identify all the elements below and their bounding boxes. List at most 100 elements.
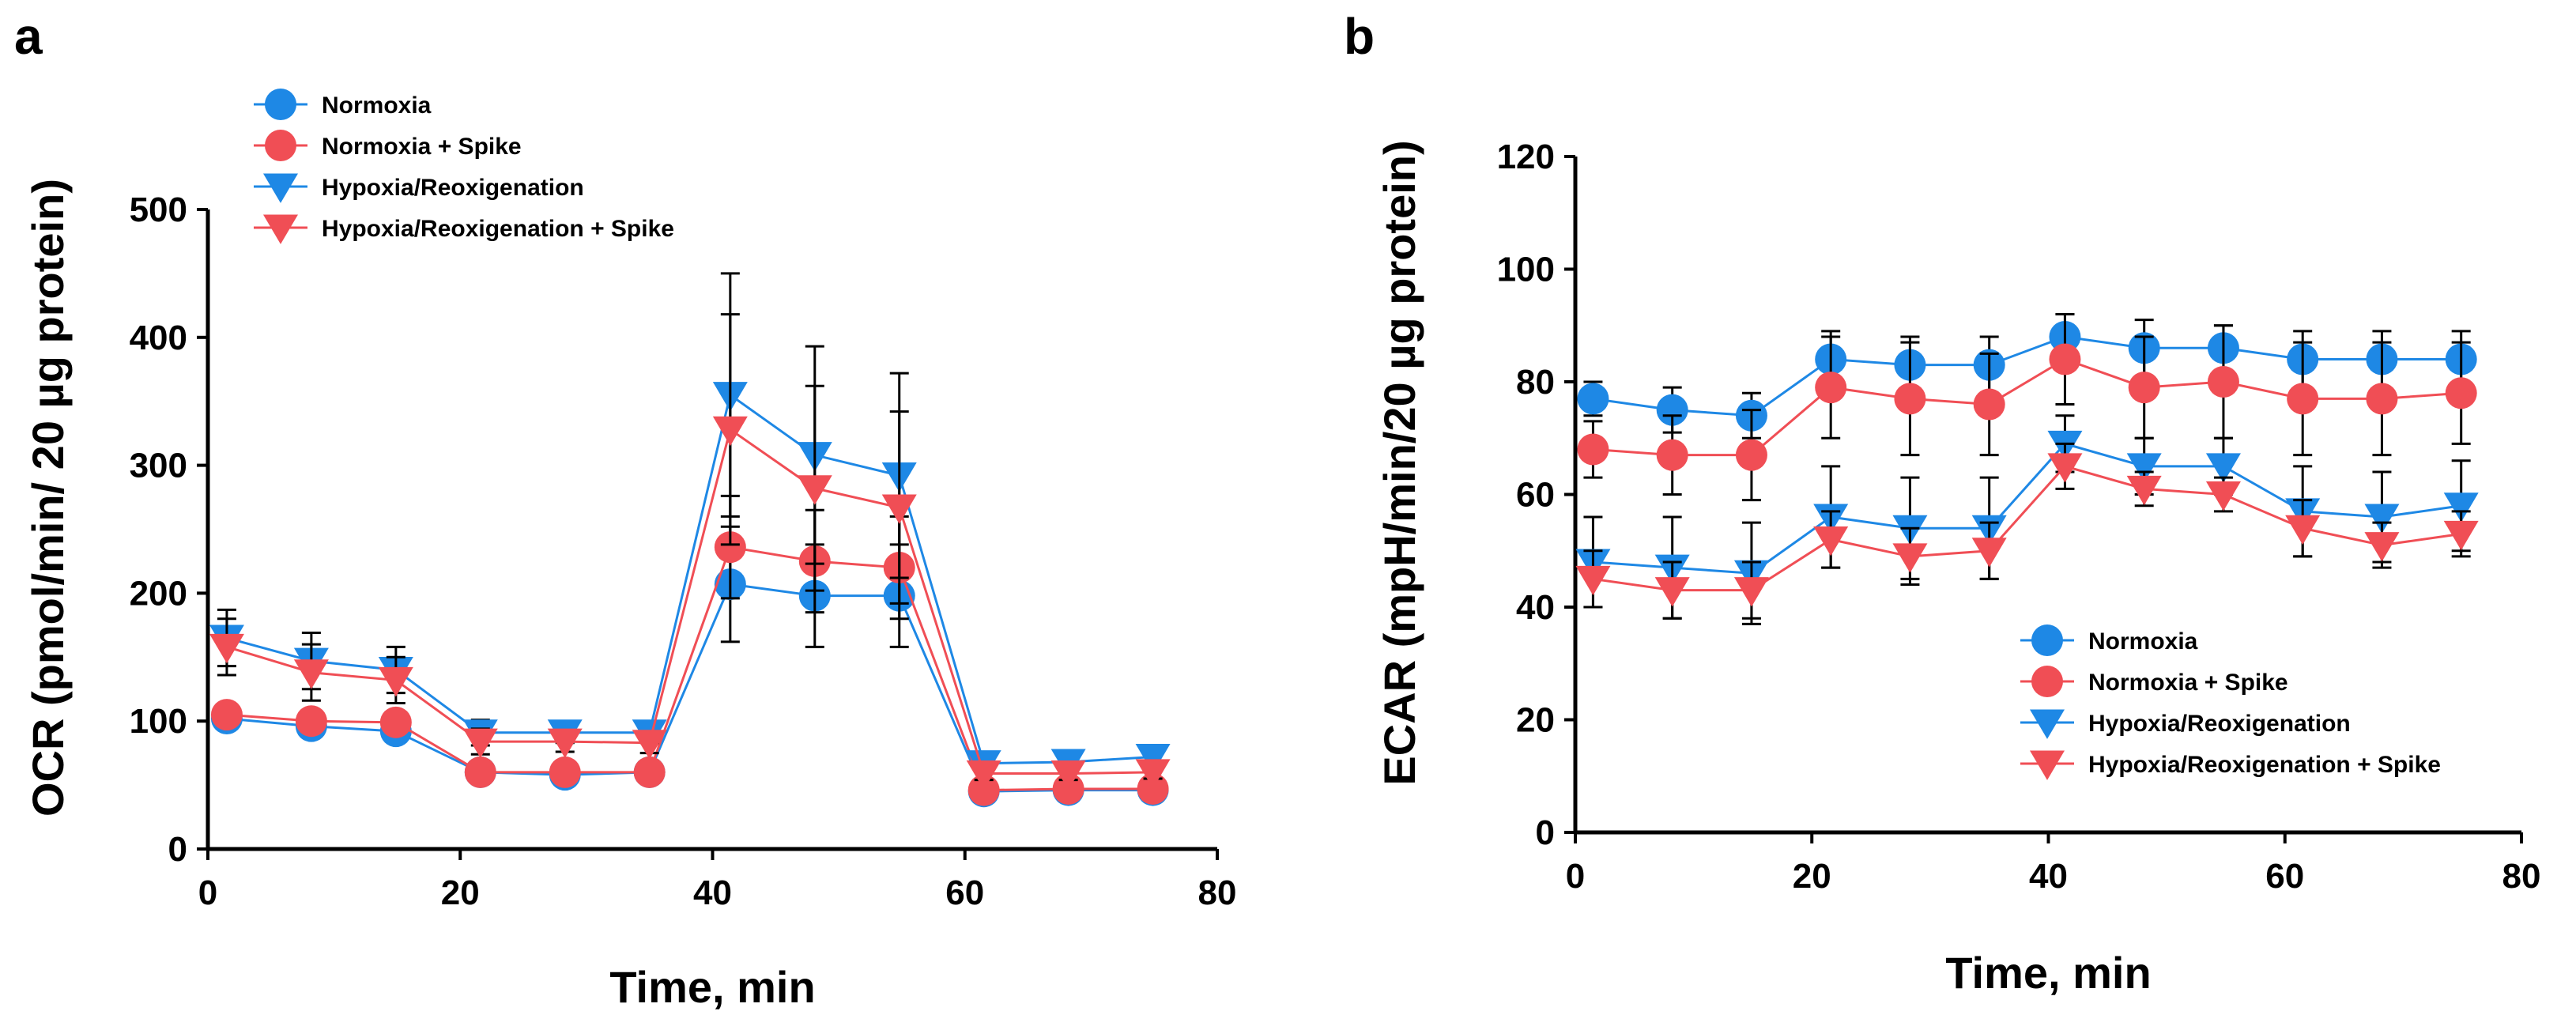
y-tick-label: 100 [130,702,187,741]
legend-label: Hypoxia/Reoxigenation [2088,711,2351,737]
y-axis-title: OCR (pmol/min/ 20 µg protein) [23,179,73,817]
data-point [2128,372,2160,404]
series-1 [1577,313,2477,440]
data-point [714,531,746,564]
data-point [2049,343,2081,375]
chart-b: 0 20 40 60 80 100 120 0 20 40 60 80 Time, min ECAR (m… [1375,138,2540,998]
data-point [2364,532,2400,562]
data-point [1815,372,1847,404]
x-tick-label: 0 [1566,857,1585,896]
legend: Normoxia Normoxia + Spike Hypoxia/Reoxigen… [2020,624,2441,780]
data-point [210,699,243,731]
series-2 [210,494,1169,806]
x-axis-title: Time, min [1945,948,2151,998]
series-4 [1575,442,2479,620]
data-point [295,705,327,738]
x-axis-title: Time, min [609,962,815,1012]
data-point [462,728,498,758]
series-3 [1575,414,2479,625]
data-point [1135,744,1171,774]
data-point [293,659,329,689]
chart-a: 0 100 200 300 400 500 0 20 40 60 80 Time, min OCR (p… [23,89,1236,1012]
legend-label: Normoxia + Spike [322,134,522,160]
legend-marker [263,173,298,203]
series-line [226,427,1153,775]
y-tick-label: 100 [1497,251,1555,289]
data-point [1135,759,1171,789]
data-point [1575,565,1611,596]
data-point [1813,526,1849,557]
y-tick-label: 80 [1516,363,1555,402]
data-point [378,666,413,697]
y-axis-title: ECAR (mpH/min/20 µg protein) [1375,140,1424,785]
data-point [712,416,748,447]
y-tick-label: 500 [130,191,187,229]
data-point [1894,383,1926,415]
y-tick-label: 300 [130,447,187,485]
data-point [1654,577,1690,607]
data-point [549,756,581,788]
data-point [379,706,412,738]
data-point [1577,433,1609,466]
x-tick-label: 40 [2029,857,2068,896]
y-tick-label: 400 [130,319,187,357]
series-line [1593,335,2461,417]
legend-marker [2031,666,2063,697]
data-point [1973,388,2005,421]
data-point [2126,453,2162,483]
series-line [1593,357,2461,457]
series-2 [1577,313,2477,502]
data-point [464,756,496,788]
series-4 [209,313,1171,790]
y-tick-label: 60 [1516,476,1555,515]
data-point [209,633,244,664]
data-point [547,728,583,758]
data-point [1735,439,1767,471]
x-tick-label: 20 [441,874,480,912]
y-tick-label: 120 [1497,138,1555,176]
legend-marker [265,89,296,120]
legend-label: Hypoxia/Reoxigenation + Spike [2088,752,2441,778]
series-line [226,583,1153,793]
legend-label: Normoxia + Spike [2088,670,2288,696]
legend-marker [2030,709,2065,739]
data-point [2205,481,2241,511]
data-point [2443,520,2479,551]
data-point [2285,515,2321,545]
data-point [2364,504,2400,534]
x-tick-label: 60 [945,874,984,912]
data-point [1050,760,1086,790]
x-tick-label: 60 [2265,857,2304,896]
data-point [1733,577,1769,607]
legend-marker [2030,750,2065,780]
legend-label: Hypoxia/Reoxigenation [322,175,584,201]
x-tick-label: 20 [1793,857,1831,896]
data-point [797,475,832,505]
y-tick-label: 200 [130,574,187,613]
y-tick-label: 0 [1536,813,1555,852]
legend-label: Normoxia [322,92,432,119]
series-line [1593,465,2461,592]
data-point [2366,383,2398,415]
data-point [2047,453,2083,483]
data-point [1577,383,1609,415]
data-point [633,756,666,788]
data-point [2287,383,2319,415]
y-tick-label: 20 [1516,701,1555,740]
legend-marker [2031,624,2063,656]
legend-marker [263,214,298,244]
data-point [2443,492,2479,523]
legend-label: Hypoxia/Reoxigenation + Spike [322,216,674,242]
data-point [2126,475,2162,506]
series-line [226,393,1153,765]
data-point [1892,543,1928,573]
panel-label-a: a [14,8,43,65]
data-point [881,494,917,524]
legend-marker [265,130,296,161]
data-point [1656,439,1688,471]
data-point [1971,538,2007,568]
x-tick-label: 80 [2502,857,2541,896]
data-point [1656,394,1688,426]
legend: Normoxia Normoxia + Spike Hypoxia/Reoxigen… [254,89,674,244]
